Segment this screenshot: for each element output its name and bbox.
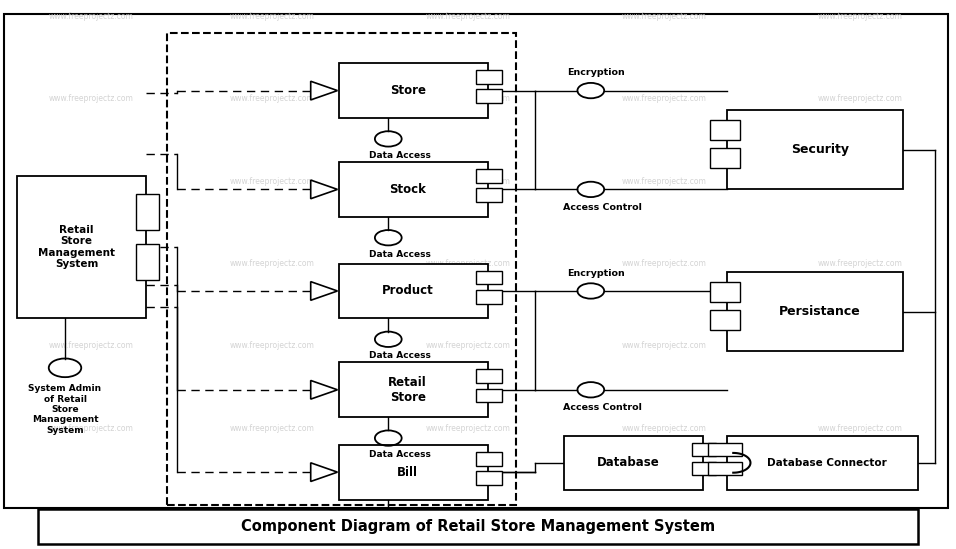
Text: www.freeprojectz.com: www.freeprojectz.com [230, 424, 315, 433]
Bar [727, 272, 903, 351]
Text: www.freeprojectz.com: www.freeprojectz.com [49, 12, 133, 21]
Text: www.freeprojectz.com: www.freeprojectz.com [49, 341, 133, 350]
Text: www.freeprojectz.com: www.freeprojectz.com [230, 177, 315, 186]
Bar [708, 462, 742, 475]
Bar [692, 443, 716, 456]
Text: Data Access: Data Access [369, 151, 431, 160]
Bar [476, 389, 502, 402]
Bar [476, 471, 502, 485]
Bar [339, 445, 488, 500]
Polygon shape [311, 180, 337, 199]
Text: www.freeprojectz.com: www.freeprojectz.com [818, 12, 902, 21]
Text: www.freeprojectz.com: www.freeprojectz.com [622, 177, 706, 186]
Bar [476, 369, 502, 383]
Bar [709, 148, 741, 168]
Text: www.freeprojectz.com: www.freeprojectz.com [818, 341, 902, 350]
Bar [727, 110, 903, 189]
Text: Store: Store [390, 84, 425, 97]
Text: Data Access: Data Access [369, 533, 431, 541]
Text: Retail
Store
Management
System: Retail Store Management System [38, 225, 115, 270]
Text: Database Connector: Database Connector [768, 458, 887, 468]
Bar [339, 63, 488, 118]
Text: www.freeprojectz.com: www.freeprojectz.com [818, 424, 902, 433]
Text: www.freeprojectz.com: www.freeprojectz.com [49, 177, 133, 186]
Text: Data Access: Data Access [369, 450, 431, 459]
Text: www.freeprojectz.com: www.freeprojectz.com [622, 259, 706, 268]
Text: www.freeprojectz.com: www.freeprojectz.com [426, 259, 511, 268]
Bar [476, 290, 502, 304]
Text: Access Control: Access Control [563, 403, 641, 412]
Text: Component Diagram of Retail Store Management System: Component Diagram of Retail Store Manage… [241, 519, 715, 534]
Bar [339, 264, 488, 318]
Text: www.freeprojectz.com: www.freeprojectz.com [426, 94, 511, 103]
Text: www.freeprojectz.com: www.freeprojectz.com [818, 177, 902, 186]
Text: Stock: Stock [389, 183, 426, 196]
Bar [38, 509, 918, 544]
Bar [709, 120, 741, 140]
Text: Encryption: Encryption [567, 269, 624, 278]
Polygon shape [311, 282, 337, 300]
Bar [476, 169, 502, 183]
Bar [476, 70, 502, 84]
Text: www.freeprojectz.com: www.freeprojectz.com [622, 424, 706, 433]
Text: Encryption: Encryption [567, 69, 624, 77]
Text: www.freeprojectz.com: www.freeprojectz.com [230, 259, 315, 268]
Text: www.freeprojectz.com: www.freeprojectz.com [230, 94, 315, 103]
Text: Persistance: Persistance [779, 305, 860, 318]
Text: www.freeprojectz.com: www.freeprojectz.com [49, 94, 133, 103]
Bar [709, 282, 741, 302]
Text: www.freeprojectz.com: www.freeprojectz.com [49, 259, 133, 268]
Text: Product: Product [381, 284, 433, 298]
Bar [476, 271, 502, 284]
Bar [167, 33, 516, 505]
Text: Retail
Store: Retail Store [388, 376, 427, 404]
Text: www.freeprojectz.com: www.freeprojectz.com [818, 259, 902, 268]
Text: Access Control: Access Control [563, 203, 641, 211]
Text: www.freeprojectz.com: www.freeprojectz.com [230, 341, 315, 350]
Text: Bill: Bill [397, 466, 418, 479]
Text: www.freeprojectz.com: www.freeprojectz.com [622, 341, 706, 350]
Text: Data Access: Data Access [369, 250, 431, 259]
Text: www.freeprojectz.com: www.freeprojectz.com [622, 94, 706, 103]
Text: www.freeprojectz.com: www.freeprojectz.com [622, 12, 706, 21]
Polygon shape [311, 380, 337, 399]
Text: www.freeprojectz.com: www.freeprojectz.com [426, 424, 511, 433]
Text: Data Access: Data Access [369, 351, 431, 360]
Text: www.freeprojectz.com: www.freeprojectz.com [426, 177, 511, 186]
Bar [727, 436, 918, 490]
Bar [339, 162, 488, 217]
Text: www.freeprojectz.com: www.freeprojectz.com [230, 12, 315, 21]
Bar [692, 462, 716, 475]
Bar [136, 244, 159, 280]
Text: www.freeprojectz.com: www.freeprojectz.com [426, 341, 511, 350]
Text: www.freeprojectz.com: www.freeprojectz.com [818, 94, 902, 103]
Bar [708, 443, 742, 456]
Bar [136, 194, 159, 230]
Text: www.freeprojectz.com: www.freeprojectz.com [426, 12, 511, 21]
Polygon shape [311, 463, 337, 481]
Text: www.freeprojectz.com: www.freeprojectz.com [49, 424, 133, 433]
Polygon shape [311, 81, 337, 100]
Text: Database: Database [597, 456, 660, 469]
Bar [339, 362, 488, 417]
Text: System Admin
of Retail
Store
Management
System: System Admin of Retail Store Management … [29, 384, 101, 435]
Bar [564, 436, 703, 490]
Bar [709, 310, 741, 330]
Bar [476, 188, 502, 202]
Bar [476, 452, 502, 466]
Bar [476, 89, 502, 103]
Text: Security: Security [791, 143, 849, 156]
Bar [17, 176, 146, 318]
